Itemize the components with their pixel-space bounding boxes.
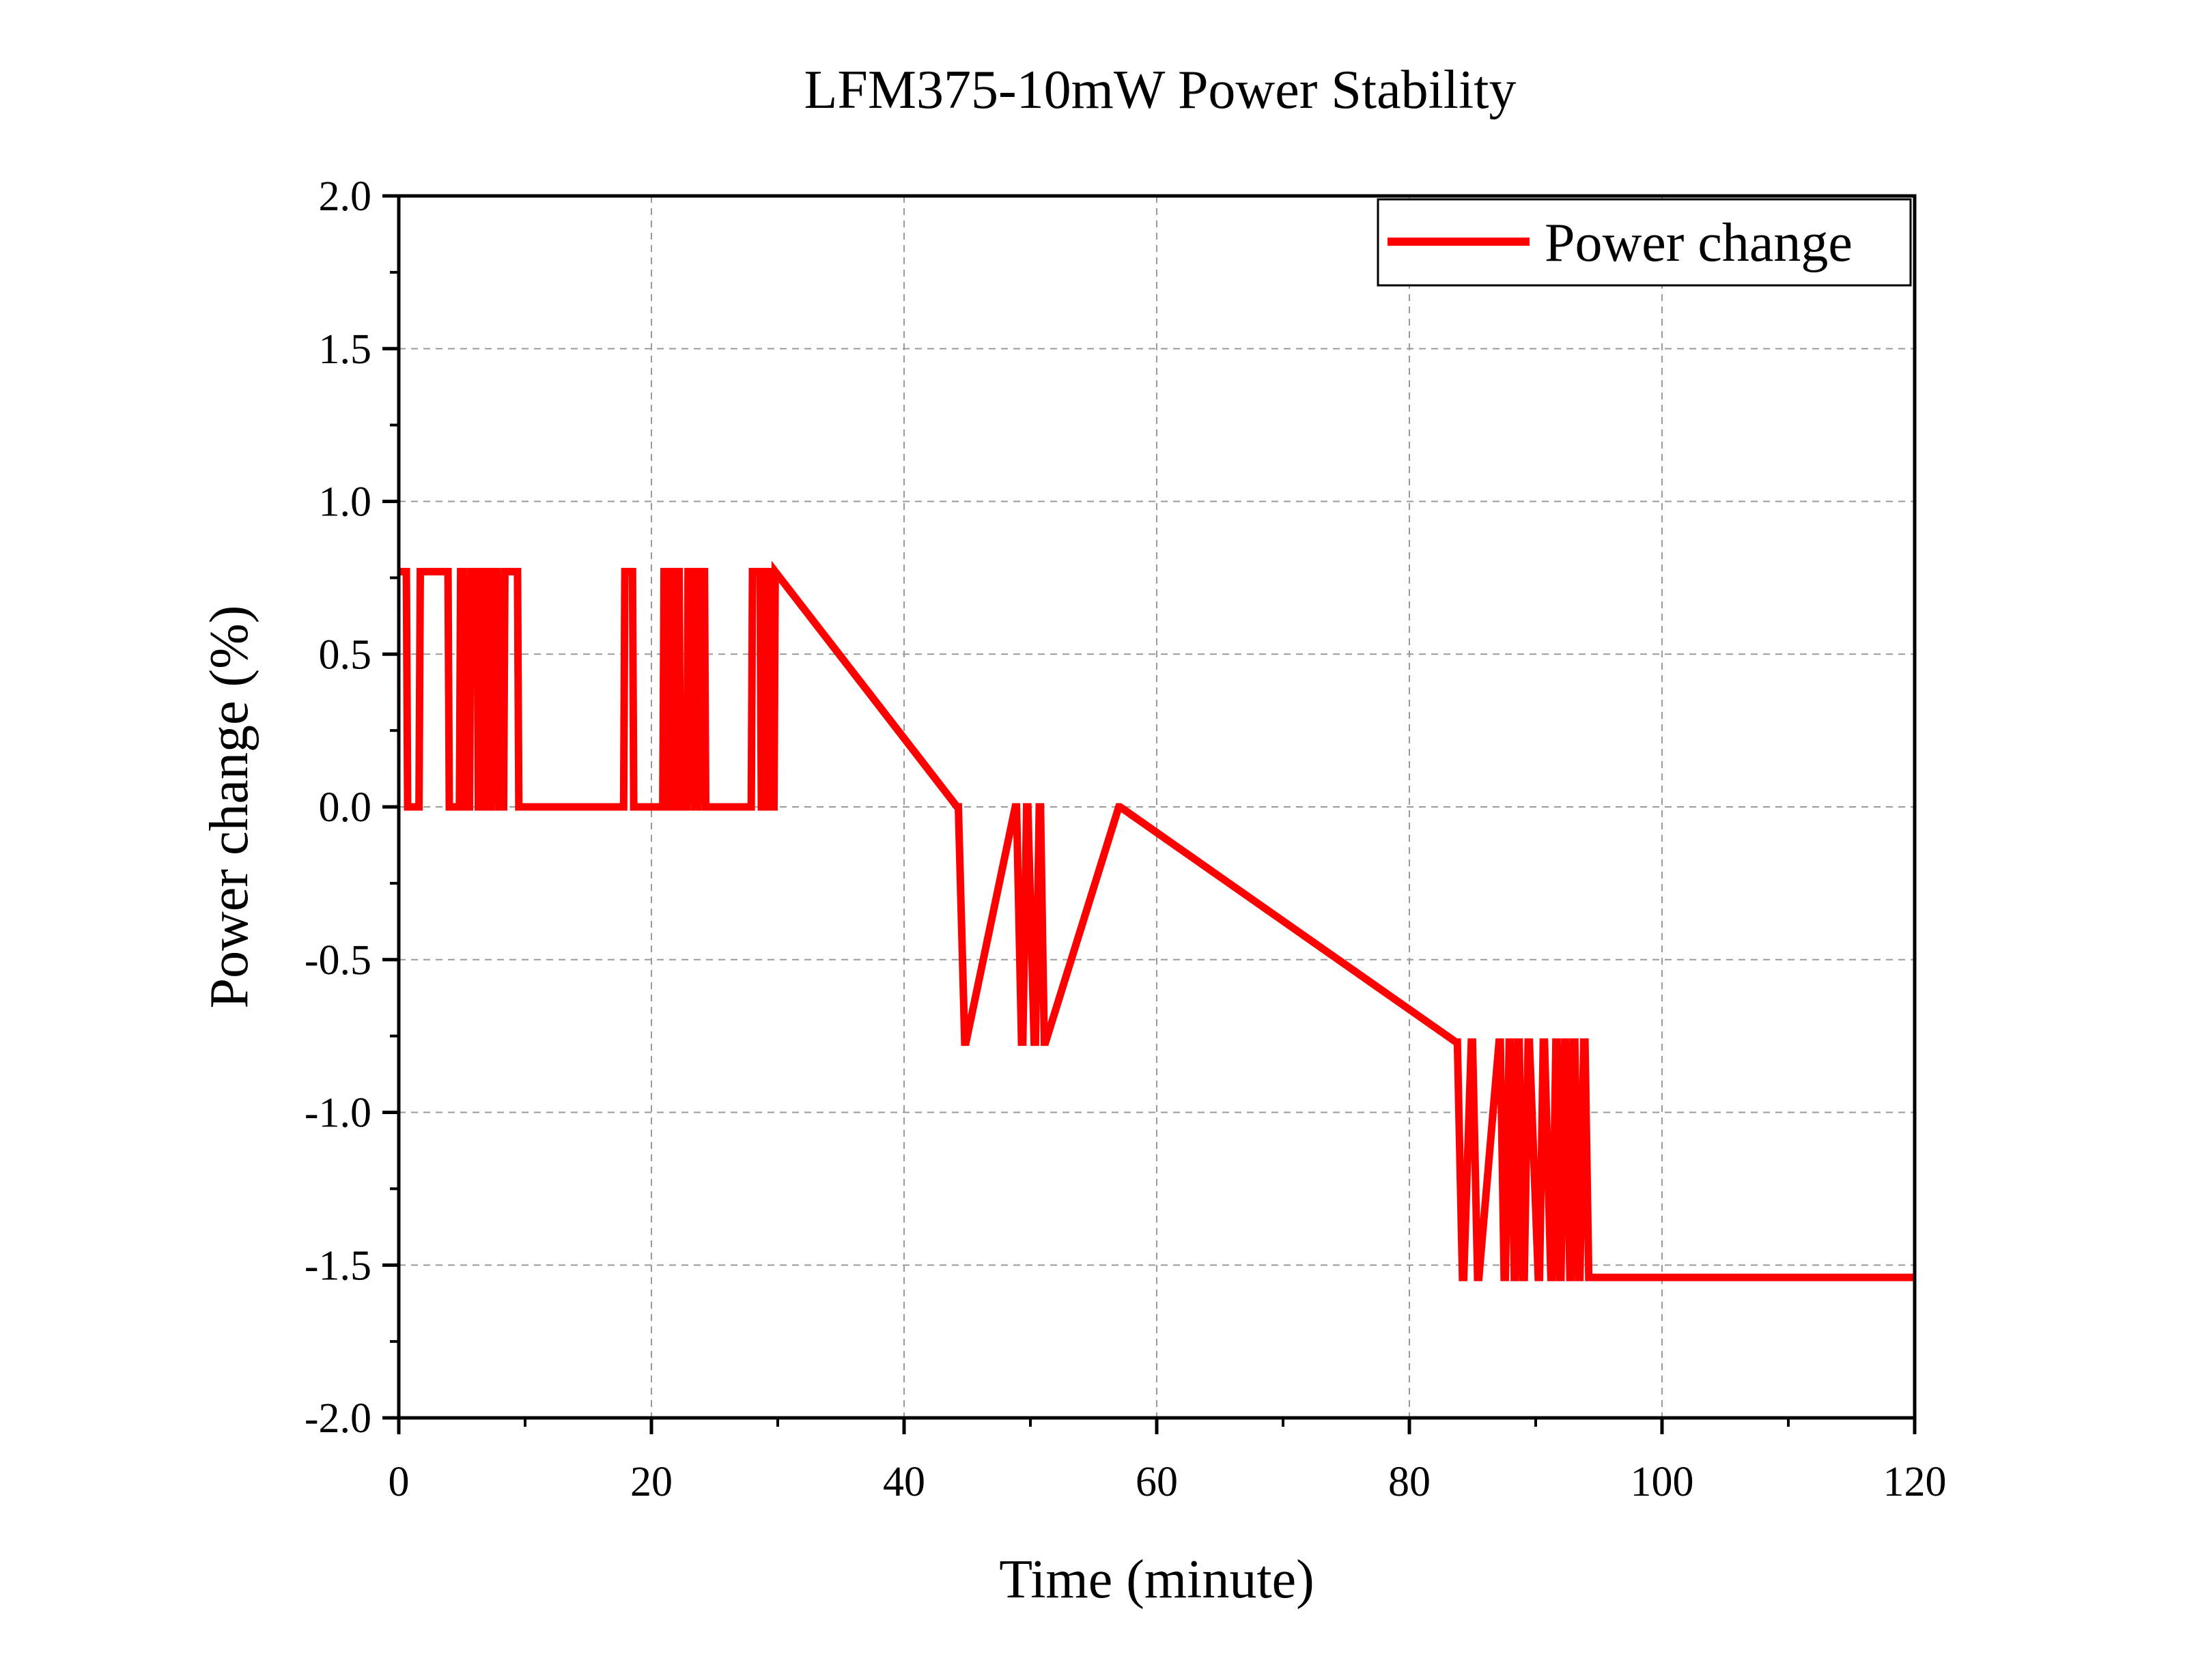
y-tick-label: -1.5 bbox=[305, 1242, 371, 1289]
x-tick-label: 80 bbox=[1388, 1459, 1431, 1505]
y-tick-label: -1.0 bbox=[305, 1090, 371, 1137]
y-tick-labels: 2.0 1.5 1.0 0.5 0.0 -0.5 -1.0 -1.5 -2.0 bbox=[305, 173, 371, 1442]
major-ticks bbox=[382, 194, 1917, 1434]
y-tick-label: 0.5 bbox=[319, 631, 372, 678]
series-line-power-change bbox=[399, 560, 1915, 1281]
x-tick-label: 40 bbox=[883, 1459, 925, 1505]
series-layer bbox=[399, 560, 1915, 1281]
y-tick-label: -0.5 bbox=[305, 937, 371, 984]
x-tick-label: 60 bbox=[1136, 1459, 1178, 1505]
x-tick-label: 20 bbox=[630, 1459, 673, 1505]
y-tick-label: -2.0 bbox=[305, 1395, 371, 1442]
x-axis-title: Time (minute) bbox=[999, 1550, 1314, 1610]
chart-title: LFM375-10mW Power Stability bbox=[804, 60, 1517, 120]
x-tick-labels: 0 20 40 60 80 100 120 bbox=[389, 1459, 1947, 1505]
legend: Power change bbox=[1377, 198, 1912, 287]
x-tick-label: 0 bbox=[389, 1459, 410, 1505]
y-axis-title: Power change (%) bbox=[199, 606, 259, 1009]
legend-label: Power change bbox=[1545, 213, 1853, 273]
y-tick-label: 1.5 bbox=[319, 326, 372, 373]
y-tick-label: 1.0 bbox=[319, 479, 372, 526]
x-tick-label: 100 bbox=[1631, 1459, 1694, 1505]
y-tick-label: 0.0 bbox=[319, 784, 372, 831]
x-tick-label: 120 bbox=[1883, 1459, 1947, 1505]
plot-frame bbox=[397, 194, 1917, 1420]
y-tick-label: 2.0 bbox=[319, 173, 372, 220]
